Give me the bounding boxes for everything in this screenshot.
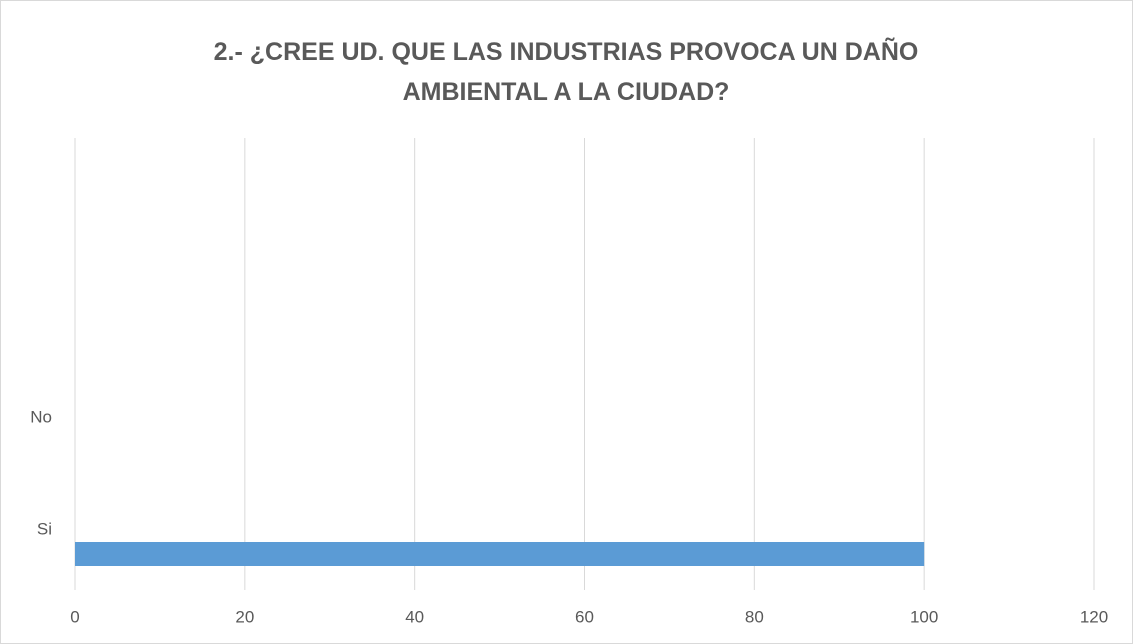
x-tick-label: 60 xyxy=(575,607,594,626)
x-tick-label: 80 xyxy=(745,607,764,626)
y-tick-label: No xyxy=(30,407,52,426)
x-tick-label: 100 xyxy=(910,607,938,626)
x-tick-label: 40 xyxy=(405,607,424,626)
x-tick-label: 120 xyxy=(1080,607,1108,626)
y-tick-label: Si xyxy=(37,519,52,538)
x-tick-label: 0 xyxy=(70,607,79,626)
bar xyxy=(75,542,925,566)
chart-title: 2.- ¿CREE UD. QUE LAS INDUSTRIAS PROVOCA… xyxy=(213,38,919,106)
x-tick-label: 20 xyxy=(235,607,254,626)
